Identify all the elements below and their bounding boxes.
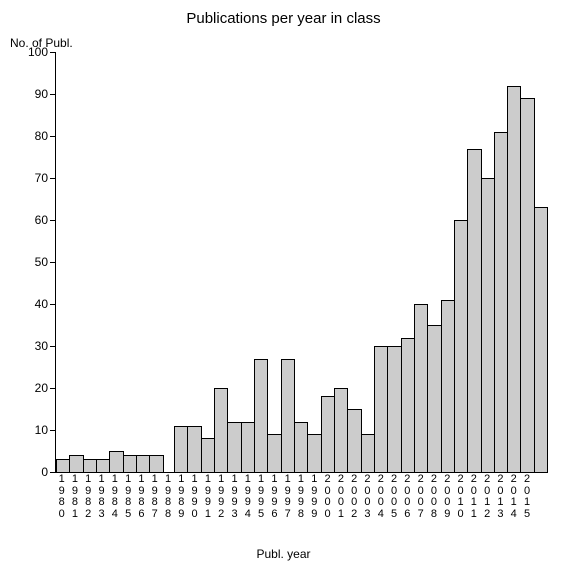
x-tick-label: 1989 <box>175 474 188 520</box>
x-tick-label: 2014 <box>507 474 520 520</box>
bar <box>374 346 388 472</box>
bar <box>254 359 268 472</box>
x-tick-label: 2012 <box>481 474 494 520</box>
x-tick-label: 1996 <box>268 474 281 520</box>
bar <box>294 422 308 472</box>
bar <box>123 455 137 472</box>
bar <box>361 434 375 472</box>
x-tick-label: 1986 <box>135 474 148 520</box>
x-tick-label: 1999 <box>308 474 321 520</box>
x-tick-label: 2008 <box>427 474 440 520</box>
bar <box>307 434 321 472</box>
bar <box>481 178 495 472</box>
x-tick-label: 1980 <box>55 474 68 520</box>
x-tick-label: 1981 <box>68 474 81 520</box>
bar <box>187 426 201 472</box>
bar <box>227 422 241 472</box>
x-tick-label: 2013 <box>494 474 507 520</box>
x-tick-label: 2006 <box>401 474 414 520</box>
bar <box>427 325 441 472</box>
x-tick-label: 1991 <box>201 474 214 520</box>
y-tick-label: 0 <box>41 465 56 479</box>
x-tick-label: 1984 <box>108 474 121 520</box>
bar <box>214 388 228 472</box>
x-axis-label: Publ. year <box>0 547 567 561</box>
bar <box>96 459 110 472</box>
x-tick-label: 1987 <box>148 474 161 520</box>
bar <box>414 304 428 472</box>
x-tick-label: 1995 <box>254 474 267 520</box>
x-tick-label: 1988 <box>161 474 174 520</box>
x-tick-label: 2000 <box>321 474 334 520</box>
y-tick-label: 70 <box>35 171 56 185</box>
x-tick-label: 1993 <box>228 474 241 520</box>
x-tick-label: 2009 <box>441 474 454 520</box>
y-tick-label: 10 <box>35 423 56 437</box>
y-tick-label: 90 <box>35 87 56 101</box>
bar <box>467 149 481 472</box>
bar <box>174 426 188 472</box>
bar <box>136 455 150 472</box>
x-tick-label: 2005 <box>387 474 400 520</box>
y-tick-label: 100 <box>28 45 56 59</box>
bars-group <box>56 52 548 472</box>
x-tick-label: 2001 <box>334 474 347 520</box>
x-tick-label: 1997 <box>281 474 294 520</box>
x-tick-label <box>534 474 547 520</box>
bar <box>334 388 348 472</box>
x-tick-label: 1990 <box>188 474 201 520</box>
y-tick-label: 20 <box>35 381 56 395</box>
y-tick-label: 40 <box>35 297 56 311</box>
bar <box>109 451 123 472</box>
bar <box>69 455 83 472</box>
bar <box>534 207 548 472</box>
x-tick-label: 2010 <box>454 474 467 520</box>
bar <box>401 338 415 472</box>
y-tick-label: 50 <box>35 255 56 269</box>
x-tick-label: 2004 <box>374 474 387 520</box>
x-tick-label: 1994 <box>241 474 254 520</box>
x-tick-label: 1985 <box>121 474 134 520</box>
bar <box>387 346 401 472</box>
x-tick-label: 1992 <box>215 474 228 520</box>
x-tick-label: 1983 <box>95 474 108 520</box>
x-tick-label: 2002 <box>348 474 361 520</box>
plot-area: 0102030405060708090100 <box>55 52 548 473</box>
x-tick-label: 2011 <box>467 474 480 520</box>
bar <box>321 396 335 472</box>
chart-container: Publications per year in class No. of Pu… <box>0 0 567 567</box>
x-tick-label: 1982 <box>82 474 95 520</box>
x-tick-label: 2007 <box>414 474 427 520</box>
bar <box>454 220 468 472</box>
bar <box>149 455 163 472</box>
bar <box>494 132 508 472</box>
bar <box>267 434 281 472</box>
bar <box>520 98 534 472</box>
bar <box>201 438 215 472</box>
bar <box>441 300 455 472</box>
x-labels-group: 1980198119821983198419851986198719881989… <box>55 474 547 520</box>
y-tick-label: 60 <box>35 213 56 227</box>
bar <box>241 422 255 472</box>
chart-title: Publications per year in class <box>0 10 567 27</box>
bar <box>507 86 521 472</box>
x-tick-label: 2015 <box>520 474 533 520</box>
bar <box>56 459 70 472</box>
bar <box>83 459 97 472</box>
y-tick-label: 80 <box>35 129 56 143</box>
bar <box>347 409 361 472</box>
x-tick-label: 2003 <box>361 474 374 520</box>
y-tick-label: 30 <box>35 339 56 353</box>
x-tick-label: 1998 <box>294 474 307 520</box>
bar <box>281 359 295 472</box>
